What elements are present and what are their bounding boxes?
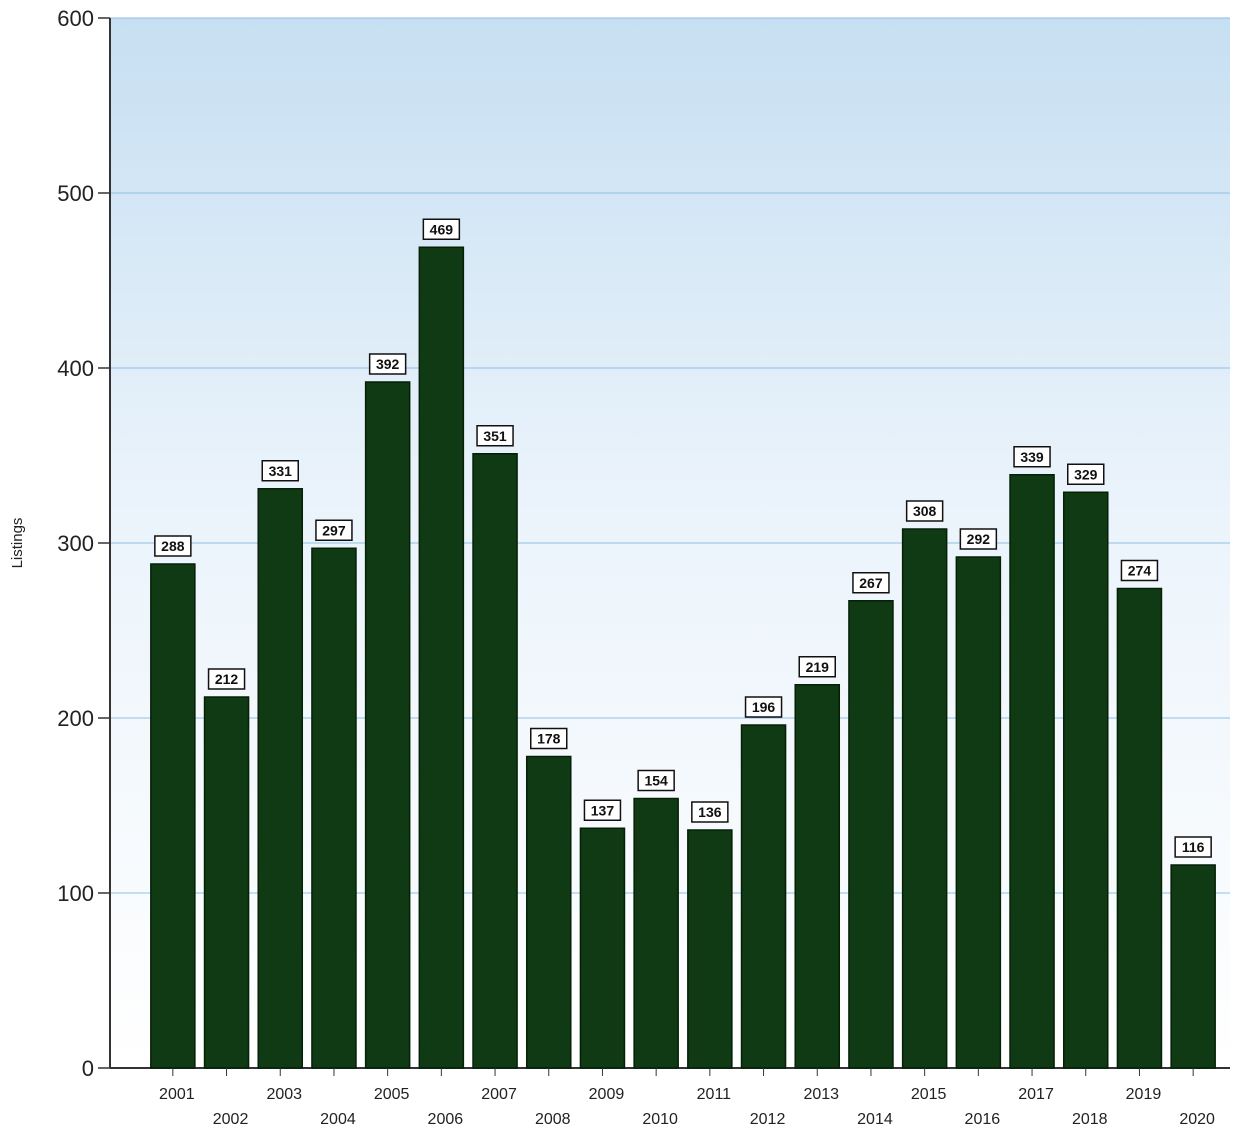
data-label-box bbox=[422, 218, 461, 240]
bars: 288 212 331 297 392 469 351 178 137 154 136 196 219 2… bbox=[150, 218, 1216, 1069]
x-tick-label: 2014 bbox=[857, 1111, 893, 1128]
y-tick-label: 300 bbox=[57, 531, 94, 556]
x-tick-label: 2008 bbox=[535, 1111, 571, 1128]
data-label: 196 bbox=[752, 699, 776, 715]
data-label: 469 bbox=[430, 221, 454, 237]
data-label: 292 bbox=[967, 531, 991, 547]
data-label-box bbox=[368, 353, 407, 375]
data-label: 392 bbox=[376, 356, 400, 372]
data-label: 308 bbox=[913, 503, 937, 519]
data-label-box bbox=[261, 460, 299, 482]
bar-2004 bbox=[311, 547, 357, 1069]
y-tick-label: 200 bbox=[57, 706, 94, 731]
x-tick-label: 2020 bbox=[1179, 1111, 1215, 1128]
data-label-box bbox=[315, 519, 353, 541]
y-tick-label: 400 bbox=[57, 356, 94, 381]
data-label-box bbox=[476, 425, 514, 447]
bar-2005 bbox=[364, 381, 411, 1069]
data-label-box bbox=[637, 769, 675, 792]
x-tick-label: 2001 bbox=[159, 1086, 195, 1103]
y-tick-label: 500 bbox=[57, 181, 94, 206]
data-label-box bbox=[744, 696, 783, 718]
data-label: 154 bbox=[644, 773, 668, 789]
x-tick-label: 2017 bbox=[1018, 1086, 1054, 1103]
x-tick-label: 2010 bbox=[642, 1111, 678, 1128]
bar-2003 bbox=[257, 488, 304, 1069]
x-tick-label: 2018 bbox=[1072, 1111, 1108, 1128]
data-label: 288 bbox=[161, 538, 185, 554]
y-tick-labels: 0 100 200 300 400 500 600 bbox=[57, 6, 110, 1081]
data-label-box bbox=[1120, 559, 1159, 582]
bar-2007 bbox=[472, 453, 518, 1069]
y-tick-label: 100 bbox=[57, 881, 94, 906]
bar-2012 bbox=[740, 724, 787, 1069]
y-tick-label: 0 bbox=[82, 1056, 94, 1081]
bar-2015 bbox=[901, 528, 948, 1069]
data-label-box bbox=[1174, 836, 1212, 858]
x-tick-label: 2007 bbox=[481, 1086, 517, 1103]
bar-2001 bbox=[150, 563, 196, 1069]
x-tick-label: 2009 bbox=[589, 1086, 625, 1103]
x-tick-label: 2004 bbox=[320, 1111, 356, 1128]
data-label-box bbox=[207, 668, 246, 690]
x-tick-label: 2013 bbox=[803, 1086, 839, 1103]
x-tick-label: 2015 bbox=[911, 1086, 947, 1103]
data-label: 339 bbox=[1020, 449, 1044, 465]
bar-2010 bbox=[633, 797, 679, 1069]
data-label: 297 bbox=[322, 522, 346, 538]
y-axis-title: Listings bbox=[9, 518, 26, 569]
bar-2018 bbox=[1062, 491, 1109, 1069]
data-label: 136 bbox=[698, 804, 722, 820]
y-tick-label: 600 bbox=[57, 6, 94, 31]
data-label: 267 bbox=[859, 575, 883, 591]
data-label: 331 bbox=[269, 463, 293, 479]
data-label-box bbox=[1067, 463, 1105, 485]
bar-2009 bbox=[579, 827, 626, 1069]
bar-2008 bbox=[525, 755, 572, 1069]
bar-2016 bbox=[955, 556, 1002, 1069]
bar-2014 bbox=[848, 600, 894, 1069]
data-label: 274 bbox=[1128, 563, 1152, 579]
bar-2013 bbox=[794, 684, 841, 1069]
x-tick-label: 2005 bbox=[374, 1086, 410, 1103]
x-tick-label: 2019 bbox=[1126, 1086, 1162, 1103]
x-tick-label: 2002 bbox=[213, 1111, 249, 1128]
data-label-box bbox=[154, 535, 192, 557]
data-label-box bbox=[959, 528, 998, 550]
data-label: 351 bbox=[483, 428, 507, 444]
data-label-box bbox=[1013, 446, 1051, 468]
data-label: 219 bbox=[806, 659, 830, 675]
x-tick-label: 2011 bbox=[697, 1086, 732, 1103]
data-label-box bbox=[691, 801, 729, 823]
bar-2017 bbox=[1009, 474, 1055, 1069]
bar-2002 bbox=[203, 696, 250, 1069]
x-tick-label: 2003 bbox=[266, 1086, 302, 1103]
data-label: 116 bbox=[1182, 839, 1205, 855]
bar-2006 bbox=[418, 246, 465, 1069]
bar-2011 bbox=[687, 829, 733, 1069]
data-label-box bbox=[852, 572, 890, 594]
data-label: 178 bbox=[537, 731, 561, 747]
data-label-box bbox=[583, 799, 622, 821]
data-label-box bbox=[530, 727, 568, 750]
data-label-box bbox=[905, 500, 944, 522]
x-tick-label: 2016 bbox=[965, 1111, 1001, 1128]
data-label: 212 bbox=[215, 671, 239, 687]
data-label: 137 bbox=[591, 802, 615, 818]
x-tick-labels: 2001 2002 2003 2004 2005 2006 2007 2008 2009 2010… bbox=[159, 1068, 1215, 1128]
bar-2020 bbox=[1170, 864, 1216, 1069]
x-tick-label: 2012 bbox=[750, 1111, 786, 1128]
data-label-box bbox=[798, 656, 836, 678]
bar-2019 bbox=[1116, 587, 1163, 1069]
x-tick-label: 2006 bbox=[428, 1111, 464, 1128]
data-label: 329 bbox=[1074, 466, 1098, 482]
